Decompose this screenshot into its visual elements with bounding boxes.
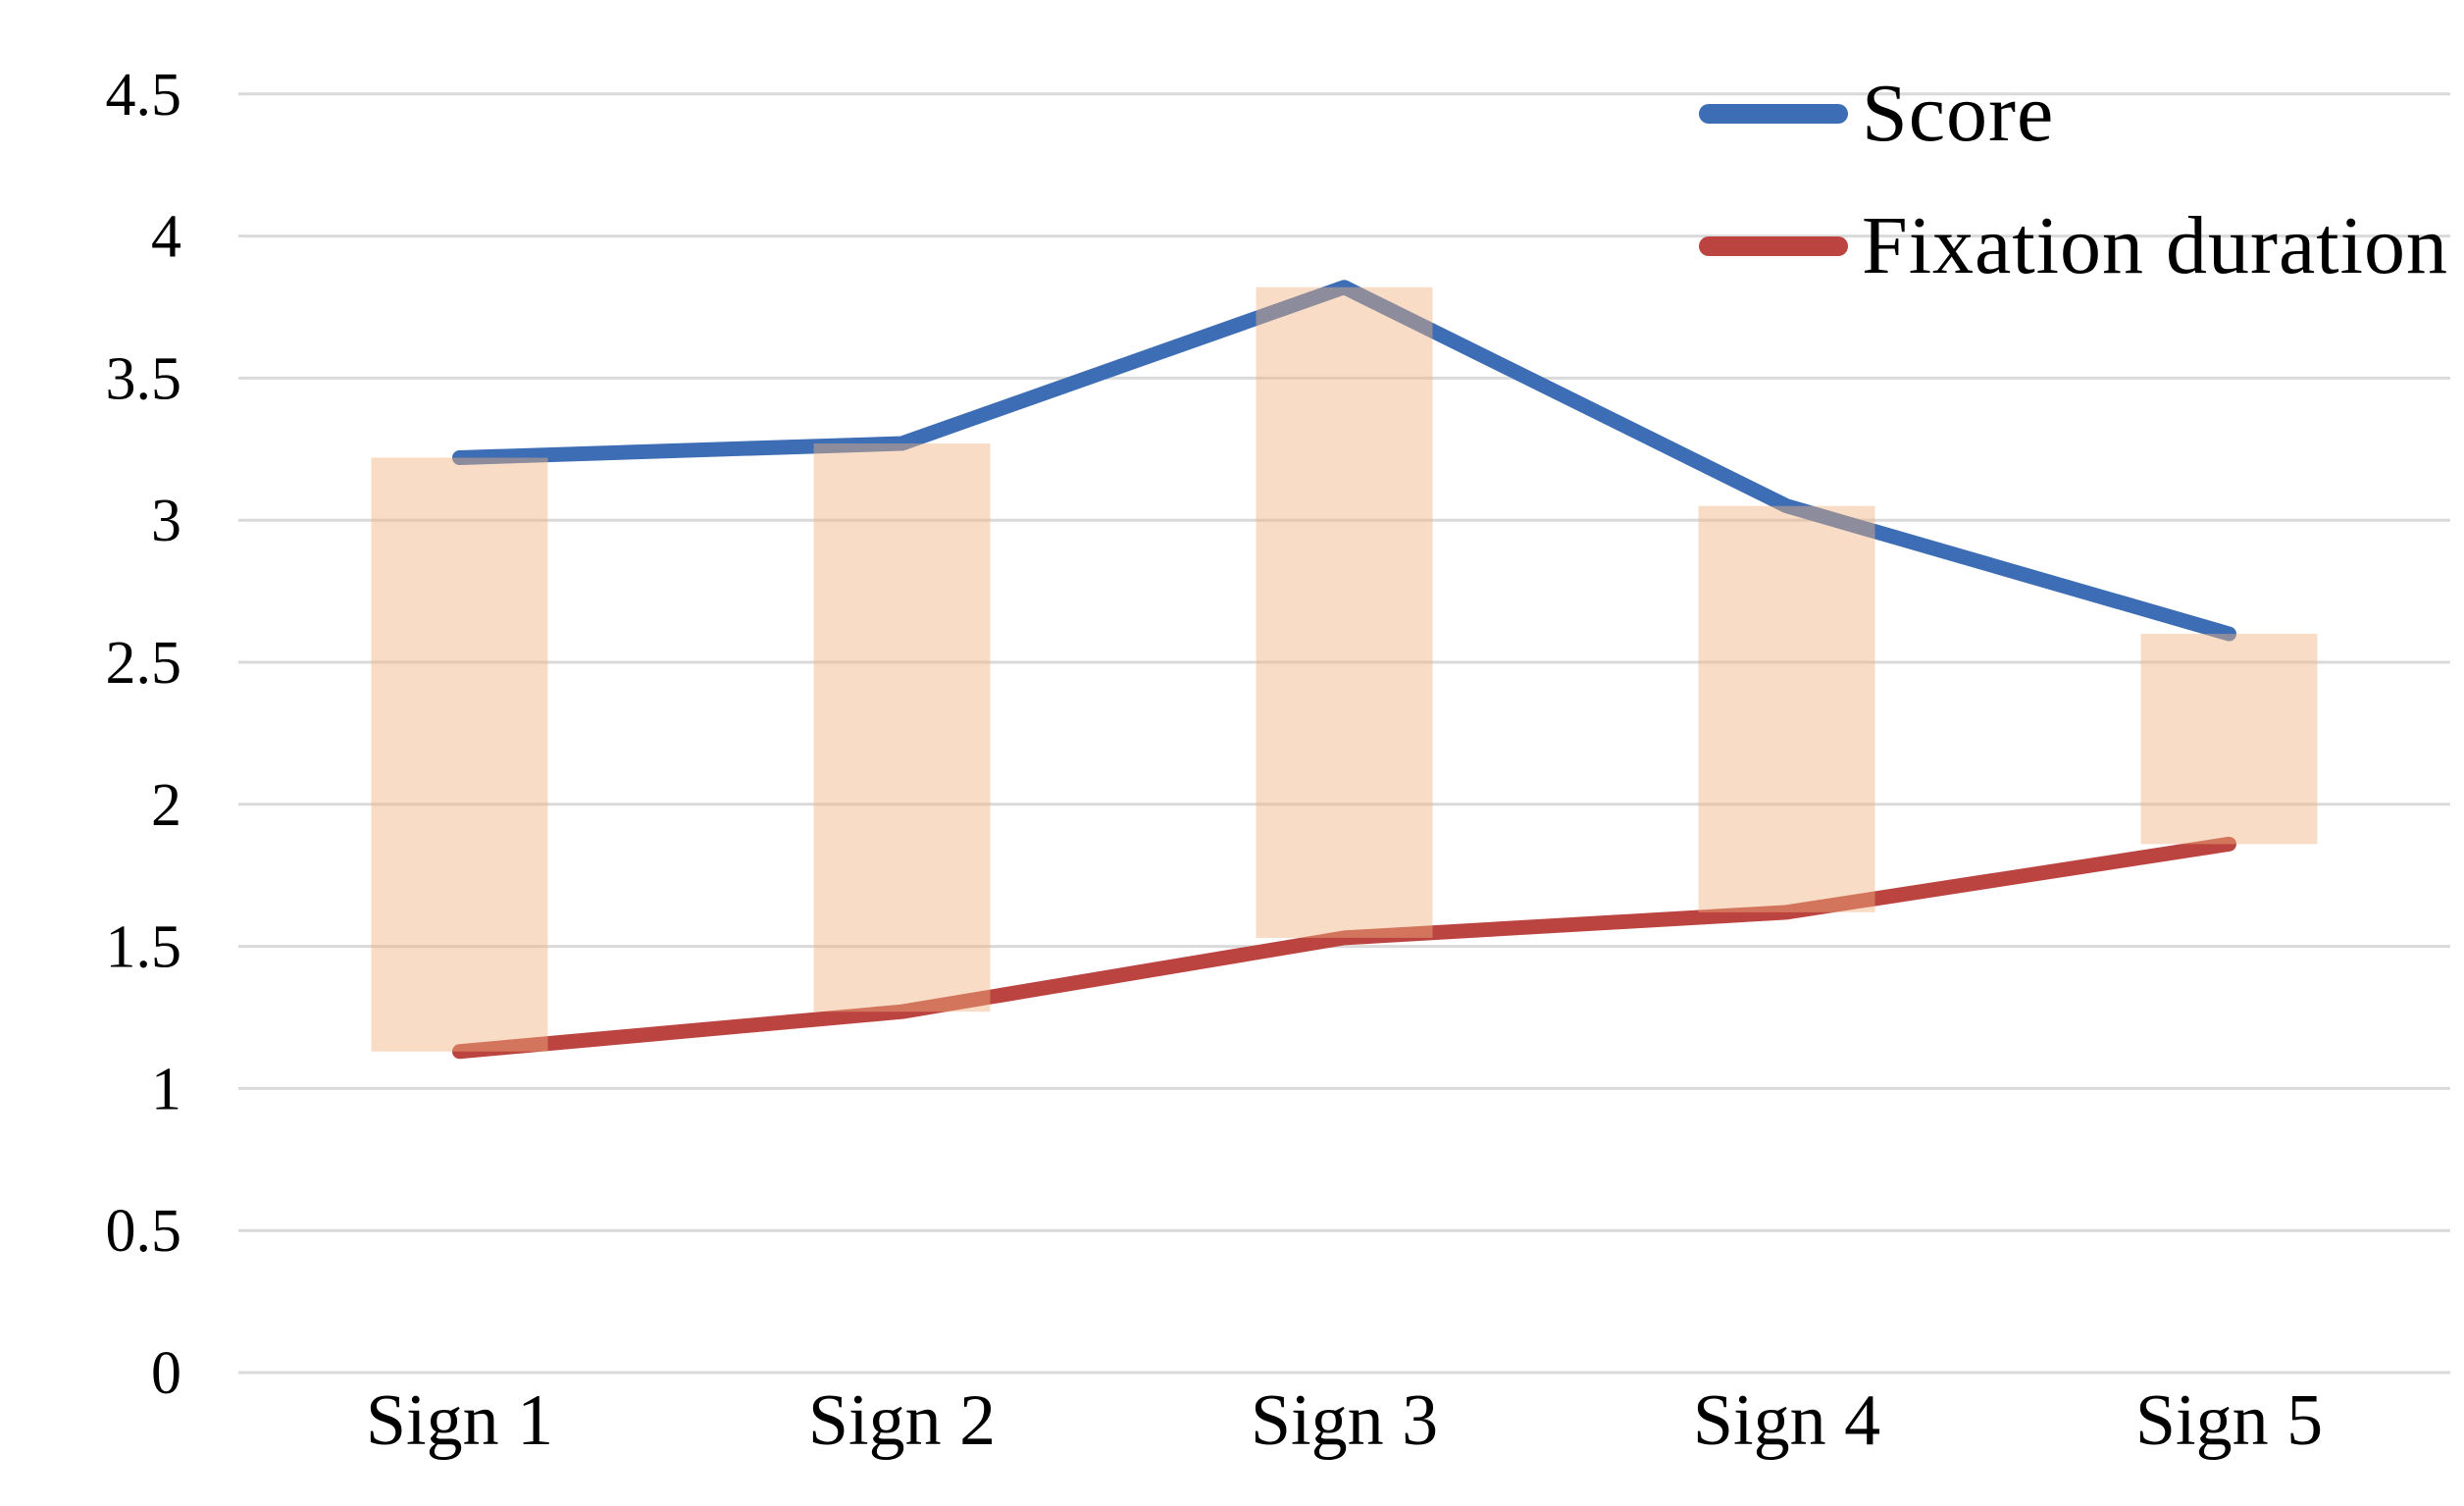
y-tick-label-4.5: 4.5: [106, 62, 182, 129]
x-category-label-2: Sign 2: [808, 1380, 996, 1461]
y-tick-label-3: 3: [151, 488, 181, 554]
score-line: [452, 280, 2236, 642]
y-tick-label-1.5: 1.5: [106, 914, 182, 981]
updown-bar-2: [813, 443, 991, 1013]
y-tick-label-0: 0: [151, 1340, 181, 1407]
updown-bar-3: [1256, 286, 1433, 938]
x-category-label-4: Sign 4: [1693, 1380, 1880, 1461]
y-tick-label-3.5: 3.5: [106, 345, 182, 412]
y-tick-label-4: 4: [151, 204, 181, 271]
fixation-duration-line: [452, 836, 2236, 1060]
x-category-label-3: Sign 3: [1251, 1380, 1438, 1461]
updown-bar-5: [2140, 634, 2318, 845]
y-tick-label-2: 2: [151, 772, 181, 839]
y-tick-label-1: 1: [151, 1056, 181, 1122]
updown-bar-1: [371, 457, 548, 1052]
y-tick-label-0.5: 0.5: [106, 1198, 182, 1265]
x-category-label-5: Sign 5: [2135, 1380, 2323, 1461]
y-tick-label-2.5: 2.5: [106, 630, 182, 697]
updown-bar-4: [1698, 505, 1875, 912]
x-category-label-1: Sign 1: [366, 1380, 553, 1461]
